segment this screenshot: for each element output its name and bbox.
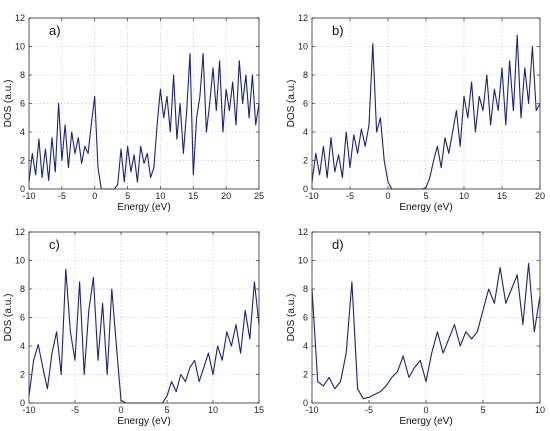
y-tick-label: 6	[20, 99, 25, 109]
x-tick-label: 20	[221, 191, 231, 201]
y-axis-label-d: DOS (a.u.)	[286, 294, 297, 342]
x-tick-label: -5	[365, 405, 373, 415]
y-tick-label: 6	[303, 313, 308, 323]
y-tick-label: 2	[303, 156, 308, 166]
panel-b: -10 -5 0 5 10 15 20 0 2 4 6 8 10 12 b) Energy (eV) DO…	[286, 13, 545, 213]
x-tick-label: 10	[459, 191, 469, 201]
y-tick-label: 4	[20, 341, 25, 351]
y-tick-label: 4	[303, 341, 308, 351]
x-tick-label: 0	[92, 191, 97, 201]
y-axis-label-a: DOS (a.u.)	[3, 80, 14, 128]
y-tick-label: 12	[15, 13, 25, 23]
x-tick-label: 5	[125, 191, 130, 201]
dos-series-a	[28, 53, 260, 190]
y-tick-label: 2	[303, 370, 308, 380]
x-tick-label: -5	[346, 191, 354, 201]
y-tick-label: 4	[20, 127, 25, 137]
panel-label-b: b)	[332, 23, 344, 38]
x-tick-label: 0	[118, 405, 123, 415]
x-tick-label: -10	[305, 405, 318, 415]
y-tick-label: 8	[303, 70, 308, 80]
y-tick-label: 8	[20, 284, 25, 294]
x-tick-label: -10	[305, 191, 318, 201]
y-axis-label-c: DOS (a.u.)	[3, 294, 14, 342]
panel-c: -10 -5 0 5 10 15 0 2 4 6 8 10 12 c) Energy (eV) DOS …	[3, 227, 264, 427]
y-tick-label: 6	[20, 313, 25, 323]
y-tick-label: 4	[303, 127, 308, 137]
y-tick-label: 12	[15, 227, 25, 237]
y-tick-label: 8	[303, 284, 308, 294]
x-tick-label: 10	[208, 405, 218, 415]
y-axis-label-b: DOS (a.u.)	[286, 80, 297, 128]
y-tick-label: 12	[298, 227, 308, 237]
y-tick-label: 10	[15, 256, 25, 266]
x-tick-label: 5	[164, 405, 169, 415]
y-tick-label: 12	[298, 13, 308, 23]
x-tick-label: 15	[188, 191, 198, 201]
dos-series-d	[311, 262, 541, 400]
y-tick-label: 2	[20, 156, 25, 166]
plot-area-c	[29, 232, 259, 403]
x-tick-label: 5	[480, 405, 485, 415]
y-tick-label: 8	[20, 70, 25, 80]
x-tick-label: 15	[254, 405, 264, 415]
x-tick-label: 0	[423, 405, 428, 415]
x-tick-label: 5	[423, 191, 428, 201]
y-tick-label: 0	[303, 184, 308, 194]
panel-label-a: a)	[49, 23, 61, 38]
y-tick-label: 0	[20, 184, 25, 194]
x-axis-label-c: Energy (eV)	[117, 416, 170, 427]
y-tick-label: 2	[20, 370, 25, 380]
x-axis-label-d: Energy (eV)	[399, 416, 452, 427]
x-tick-label: 10	[155, 191, 165, 201]
x-axis-label-b: Energy (eV)	[399, 202, 452, 213]
x-tick-label: -5	[58, 191, 66, 201]
y-tick-label: 10	[298, 42, 308, 52]
x-tick-label: 0	[385, 191, 390, 201]
x-tick-label: -10	[22, 191, 35, 201]
panel-label-d: d)	[332, 237, 344, 252]
x-axis-label-a: Energy (eV)	[117, 202, 170, 213]
x-tick-label: -5	[71, 405, 79, 415]
y-tick-label: 0	[20, 398, 25, 408]
x-tick-label: -10	[22, 405, 35, 415]
x-tick-label: 15	[497, 191, 507, 201]
y-tick-label: 10	[298, 256, 308, 266]
panel-d: -10 -5 0 5 10 0 2 4 6 8 10 12 d) Energy (eV) DOS (a…	[286, 227, 545, 427]
y-tick-label: 6	[303, 99, 308, 109]
x-tick-label: 10	[535, 405, 545, 415]
panel-label-c: c)	[49, 237, 60, 252]
x-tick-label: 25	[254, 191, 264, 201]
x-tick-label: 20	[535, 191, 545, 201]
y-tick-label: 0	[303, 398, 308, 408]
y-tick-label: 10	[15, 42, 25, 52]
